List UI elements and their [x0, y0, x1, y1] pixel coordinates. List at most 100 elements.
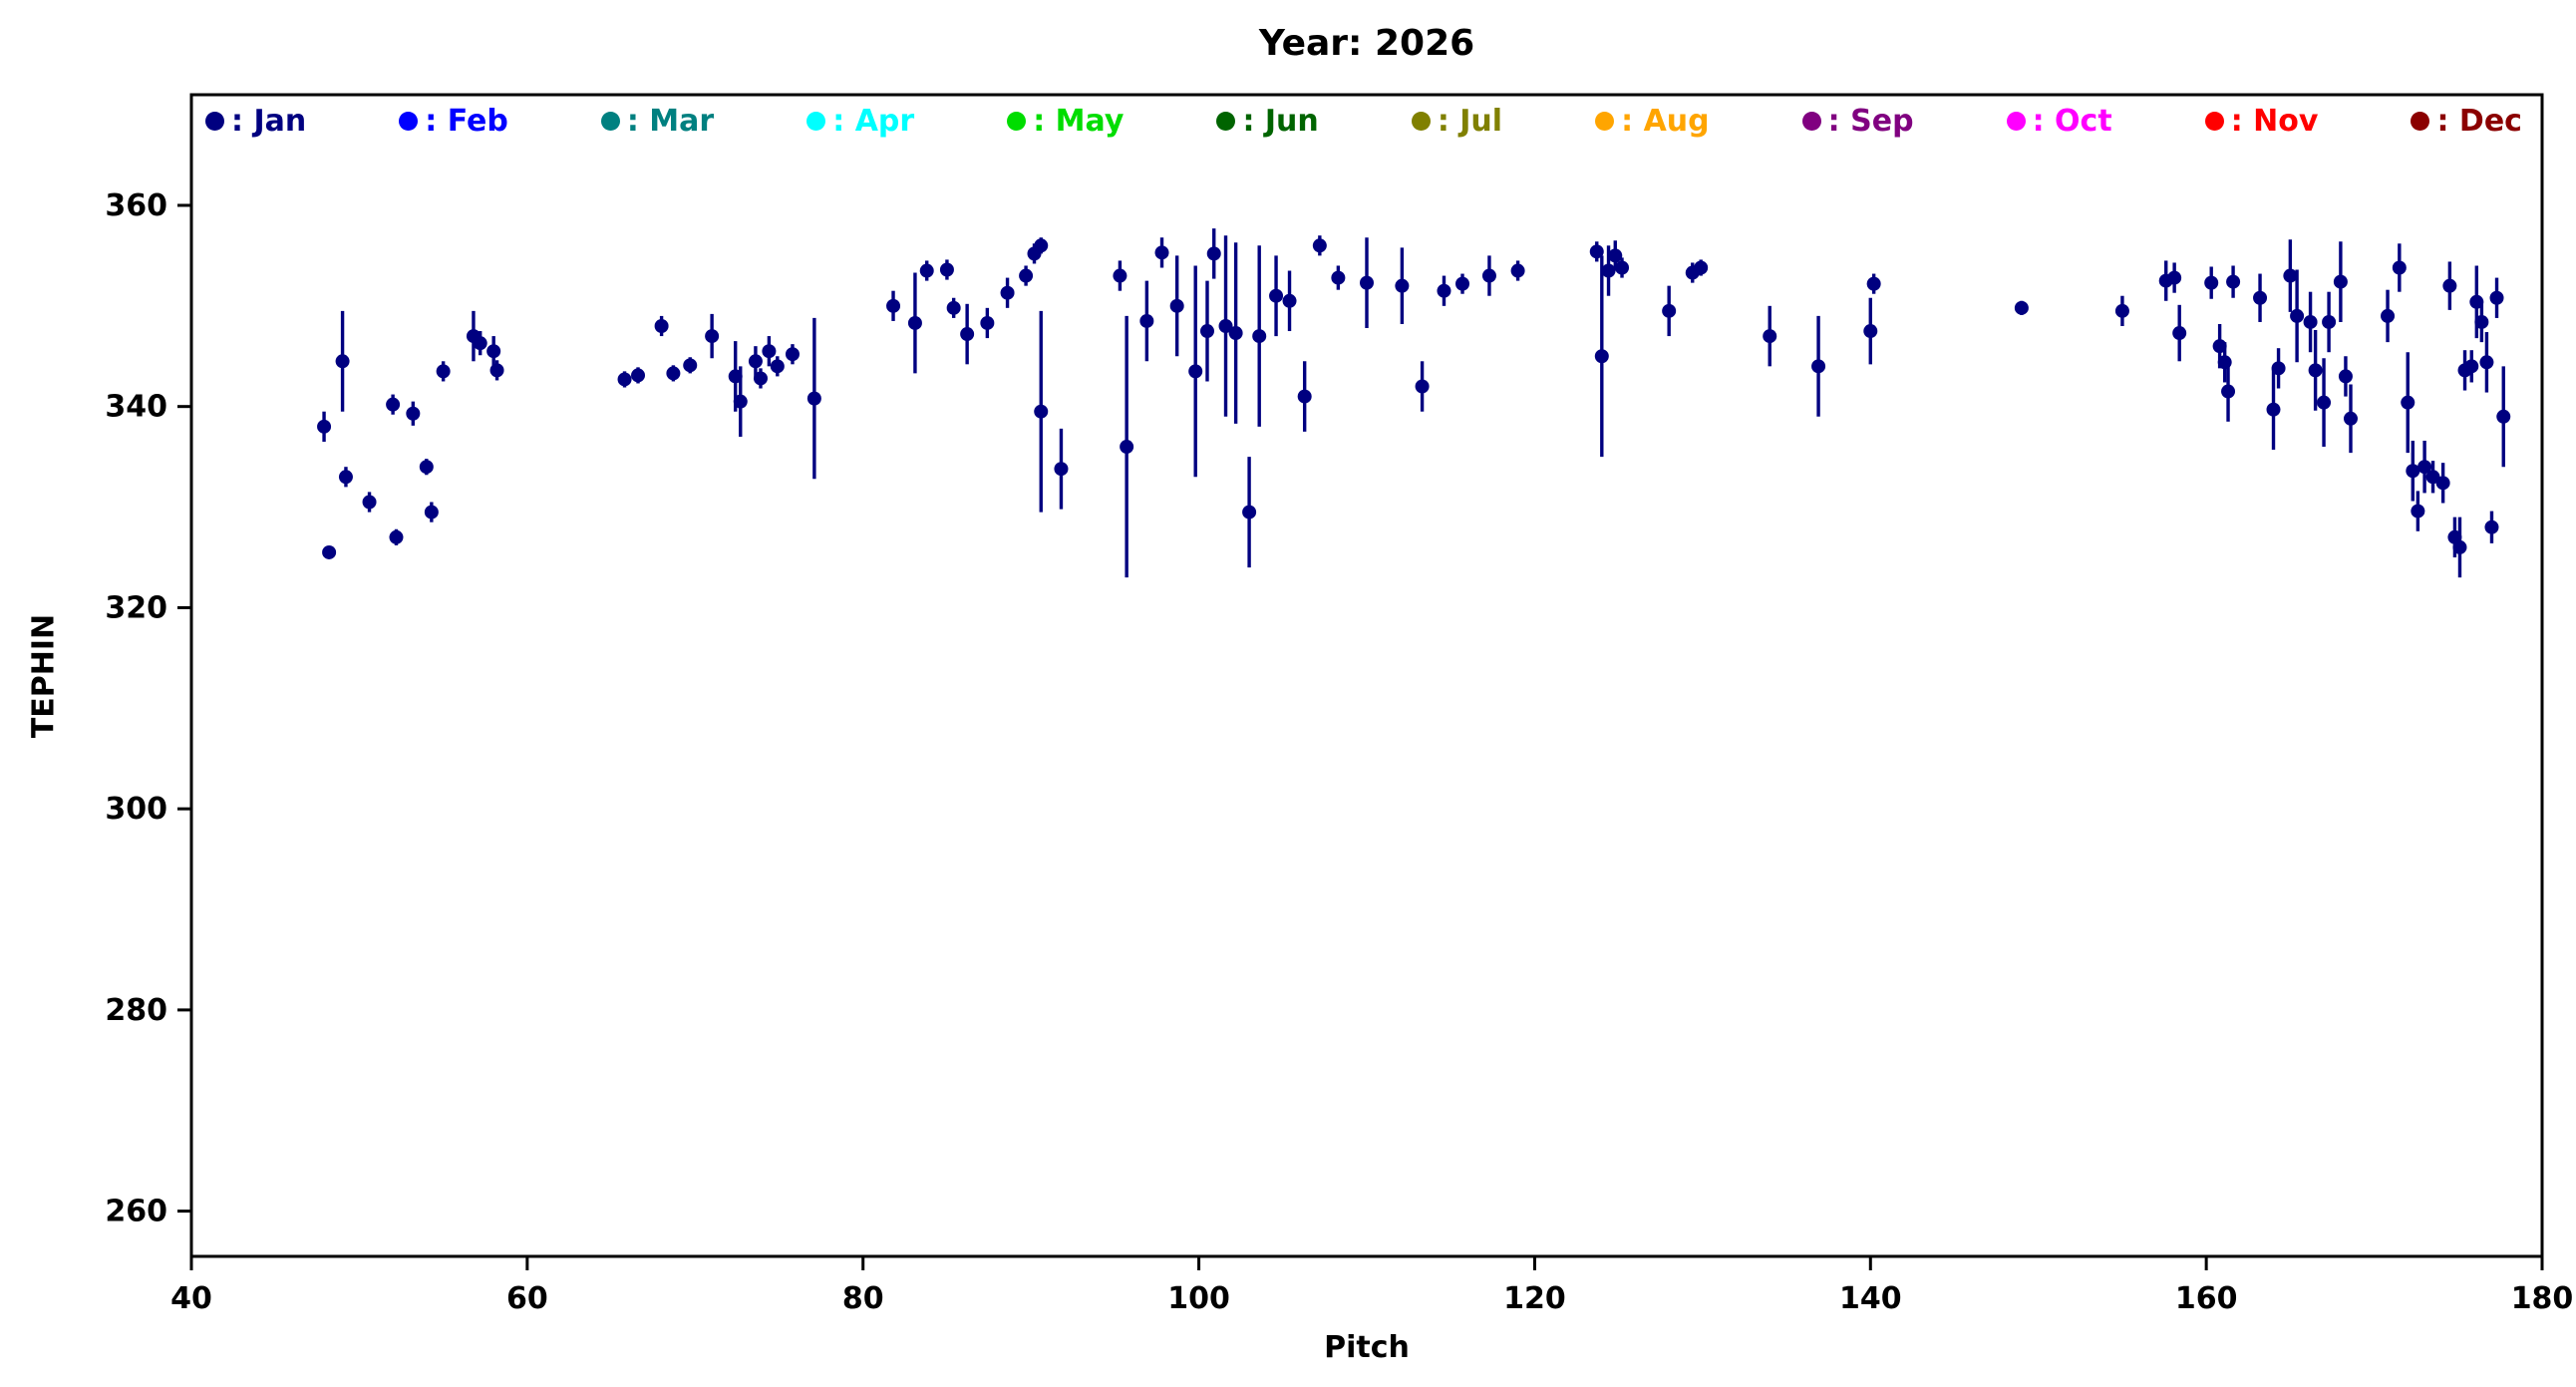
- data-point: [1252, 329, 1267, 344]
- data-point: [980, 315, 995, 330]
- data-point: [2406, 464, 2420, 479]
- oct-marker-icon: [2006, 111, 2026, 131]
- legend-item-jul: : Jul: [1411, 104, 1502, 139]
- data-point: [1228, 326, 1243, 341]
- data-point: [338, 470, 353, 485]
- data-point: [1188, 364, 1203, 379]
- data-point: [386, 397, 401, 412]
- data-point: [2343, 411, 2358, 426]
- data-point: [1455, 276, 1470, 291]
- data-point: [631, 368, 646, 383]
- data-point: [2271, 361, 2286, 376]
- legend-label-jan: : Jan: [231, 103, 307, 139]
- sep-marker-icon: [1801, 111, 1821, 131]
- chart-title: Year: 2026: [1258, 23, 1475, 64]
- data-point: [666, 366, 681, 381]
- data-point: [2484, 520, 2499, 534]
- data-point: [1054, 462, 1069, 477]
- data-point: [2253, 290, 2268, 305]
- data-point: [1331, 270, 1346, 285]
- data-point: [770, 359, 785, 374]
- data-point: [753, 371, 768, 386]
- data-point: [907, 315, 922, 330]
- data-point: [406, 406, 421, 421]
- legend-label-sep: : Sep: [1827, 103, 1914, 139]
- legend-item-aug: : Aug: [1595, 104, 1710, 139]
- data-point: [1312, 238, 1327, 253]
- legend-item-jan: : Jan: [205, 104, 306, 139]
- data-point: [886, 298, 901, 313]
- data-point: [2489, 290, 2504, 305]
- data-point: [733, 394, 748, 409]
- data-point: [1863, 324, 1878, 339]
- data-point: [2442, 278, 2457, 293]
- data-point: [1034, 404, 1049, 419]
- y-tick-label: 280: [105, 993, 167, 1028]
- data-point: [1594, 349, 1609, 364]
- data-point: [2014, 300, 2029, 315]
- y-tick-label: 300: [105, 792, 167, 827]
- legend-item-may: : May: [1007, 104, 1124, 139]
- data-point: [2290, 308, 2305, 323]
- legend-label-jun: : Jun: [1242, 103, 1319, 139]
- data-point: [748, 354, 763, 369]
- data-point: [2317, 395, 2332, 410]
- legend-label-nov: : Nov: [2230, 103, 2319, 139]
- x-tick-label: 60: [506, 1281, 548, 1316]
- x-tick-label: 100: [1167, 1281, 1230, 1316]
- data-point: [1000, 285, 1015, 300]
- data-point: [2411, 504, 2425, 519]
- data-point: [2474, 314, 2489, 329]
- data-point: [2417, 460, 2432, 475]
- data-point: [1218, 318, 1233, 333]
- data-point: [1510, 263, 1525, 278]
- mar-marker-icon: [600, 111, 620, 131]
- data-point: [436, 364, 451, 379]
- data-point: [1282, 293, 1297, 308]
- feb-marker-icon: [399, 111, 419, 131]
- data-point: [1120, 440, 1134, 455]
- data-point: [1615, 260, 1630, 275]
- dec-marker-icon: [2411, 111, 2430, 131]
- data-point: [1395, 278, 1410, 293]
- data-point: [2381, 308, 2396, 323]
- data-point: [617, 372, 632, 387]
- data-point: [1811, 359, 1826, 374]
- data-point: [2425, 470, 2440, 485]
- data-point: [1297, 389, 1312, 404]
- legend-item-dec: : Dec: [2411, 103, 2522, 139]
- data-point: [2392, 260, 2407, 275]
- data-point: [322, 544, 337, 559]
- legend-label-dec: : Dec: [2436, 103, 2522, 139]
- y-tick-label: 360: [105, 188, 167, 223]
- data-point: [1763, 329, 1777, 344]
- data-point: [2401, 395, 2415, 410]
- aug-marker-icon: [1595, 111, 1615, 131]
- data-point: [705, 329, 720, 344]
- data-point: [806, 391, 821, 406]
- data-point: [1019, 268, 1034, 283]
- x-axis-label: Pitch: [1324, 1330, 1410, 1365]
- data-point: [1694, 260, 1709, 275]
- data-point: [1169, 298, 1184, 313]
- data-point: [317, 419, 332, 434]
- apr-marker-icon: [806, 111, 826, 131]
- jan-marker-icon: [205, 111, 224, 131]
- data-point: [960, 327, 975, 342]
- jul-marker-icon: [1411, 111, 1431, 131]
- data-point: [486, 344, 501, 359]
- data-point: [919, 263, 934, 278]
- legend-item-sep: : Sep: [1801, 103, 1914, 139]
- data-point: [1206, 246, 1221, 261]
- legend-label-aug: : Aug: [1621, 103, 1710, 139]
- data-point: [2452, 539, 2467, 554]
- legend-item-apr: : Apr: [806, 104, 914, 139]
- legend-label-may: : May: [1033, 103, 1125, 139]
- data-point: [389, 529, 404, 544]
- data-point: [1269, 288, 1284, 303]
- x-tick-label: 120: [1503, 1281, 1566, 1316]
- x-tick-label: 160: [2175, 1281, 2238, 1316]
- data-point: [1662, 303, 1677, 318]
